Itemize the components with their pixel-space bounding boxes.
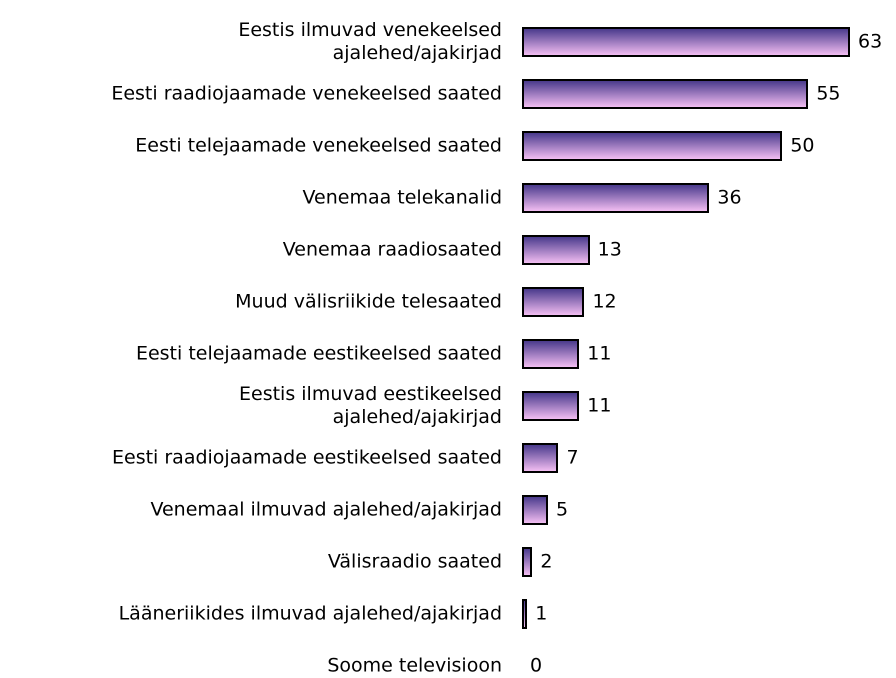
value-label: 55 (816, 82, 841, 105)
category-label: Eesti raadiojaamade venekeelsed saated (111, 82, 502, 105)
category-label: Välisraadio saated (327, 550, 502, 573)
value-label: 0 (530, 654, 543, 677)
category-label: Muud välisriikide telesaated (235, 290, 502, 313)
category-label: Eestis ilmuvad venekeelsed ajalehed/ajak… (238, 19, 502, 64)
category-label: Lääneriikides ilmuvad ajalehed/ajakirjad (118, 602, 502, 625)
value-label: 63 (858, 30, 883, 53)
value-label: 11 (587, 394, 612, 417)
bar (522, 391, 580, 421)
bar (522, 547, 533, 577)
bar (522, 495, 549, 525)
bar (522, 443, 559, 473)
category-label: Venemaal ilmuvad ajalehed/ajakirjad (150, 498, 502, 521)
bar (522, 183, 710, 213)
category-label: Eestis ilmuvad eestikeelsed ajalehed/aja… (239, 383, 502, 428)
category-label: Soome televisioon (327, 654, 502, 677)
value-label: 1 (535, 602, 548, 625)
value-label: 36 (717, 186, 742, 209)
category-label: Eesti raadiojaamade eestikeelsed saated (112, 446, 502, 469)
value-label: 7 (566, 446, 579, 469)
bar (522, 287, 585, 317)
value-label: 5 (556, 498, 569, 521)
category-label: Venemaa raadiosaated (282, 238, 502, 261)
category-label: Eesti telejaamade eestikeelsed saated (135, 342, 502, 365)
value-label: 50 (790, 134, 815, 157)
value-label: 2 (540, 550, 553, 573)
category-label: Eesti telejaamade venekeelsed saated (135, 134, 502, 157)
category-label: Venemaa telekanalid (302, 186, 503, 209)
bar (522, 599, 528, 629)
bar (522, 339, 580, 369)
bar (522, 79, 809, 109)
value-label: 11 (587, 342, 612, 365)
bar (522, 235, 590, 265)
value-label: 13 (597, 238, 622, 261)
bar (522, 131, 783, 161)
value-label: 12 (592, 290, 617, 313)
bar (522, 27, 850, 57)
